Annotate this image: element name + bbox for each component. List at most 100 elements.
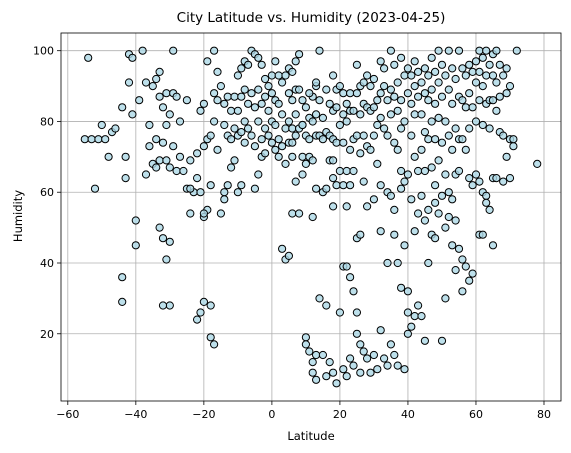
data-point (403, 170, 412, 179)
data-point (264, 82, 273, 91)
data-point (431, 234, 440, 243)
data-point (410, 57, 419, 66)
data-point (373, 159, 382, 168)
data-point (403, 64, 412, 73)
data-point (295, 85, 304, 94)
data-point (424, 96, 433, 105)
data-point (386, 46, 395, 55)
data-point (461, 262, 470, 271)
data-point (247, 89, 256, 98)
data-point (121, 174, 130, 183)
data-points (80, 46, 542, 388)
data-point (118, 273, 127, 282)
data-point (223, 92, 232, 101)
data-point (312, 350, 321, 360)
data-point (482, 191, 491, 200)
data-point (342, 166, 351, 176)
data-point (199, 99, 208, 108)
data-point (175, 117, 185, 126)
data-point (199, 142, 208, 151)
data-point (400, 71, 409, 80)
data-point (271, 145, 280, 154)
data-point (475, 46, 484, 55)
data-point (291, 131, 300, 140)
data-point (257, 60, 266, 69)
data-point (509, 142, 518, 151)
data-point (471, 78, 481, 87)
data-point (407, 99, 416, 108)
data-point (352, 89, 361, 98)
data-point (141, 78, 151, 87)
data-point (179, 166, 188, 176)
data-point (471, 57, 481, 66)
data-point (318, 113, 327, 123)
data-point (420, 128, 429, 137)
y-tick-label: 40 (40, 257, 54, 270)
data-point (356, 149, 365, 158)
data-point (315, 46, 324, 55)
data-point (434, 209, 443, 218)
data-point (366, 145, 375, 154)
data-point (397, 166, 406, 176)
data-point (349, 166, 358, 176)
data-point (349, 106, 358, 115)
data-point (261, 124, 270, 133)
data-point (308, 368, 317, 377)
data-point (475, 67, 484, 77)
data-point (308, 156, 317, 165)
data-point (322, 301, 331, 310)
data-point (441, 294, 450, 303)
data-point (101, 135, 110, 144)
data-point (410, 110, 419, 119)
data-point (237, 181, 246, 190)
data-point (162, 120, 171, 130)
data-point (414, 301, 423, 310)
data-point (210, 46, 219, 55)
data-point (393, 145, 402, 154)
data-point (240, 85, 249, 94)
data-point (104, 152, 113, 161)
data-point (158, 138, 168, 147)
data-point (468, 181, 477, 190)
data-point (342, 202, 351, 211)
data-point (458, 96, 467, 105)
data-point (448, 241, 457, 250)
data-point (427, 117, 436, 126)
y-axis-label: Humidity (11, 190, 25, 242)
data-point (437, 191, 447, 200)
data-point (165, 237, 174, 246)
data-point (499, 131, 508, 140)
data-point (369, 131, 378, 140)
data-point (478, 82, 487, 91)
data-point (94, 135, 103, 144)
data-point (227, 163, 236, 172)
data-point (162, 89, 171, 98)
data-point (380, 124, 389, 133)
data-point (237, 92, 246, 101)
data-point (121, 152, 130, 161)
data-point (196, 106, 205, 115)
data-point (417, 110, 426, 119)
data-point (512, 46, 521, 55)
data-point (274, 99, 283, 108)
data-point (407, 71, 416, 80)
data-point (335, 166, 344, 176)
data-point (444, 212, 453, 222)
data-point (397, 124, 406, 133)
data-point (369, 74, 378, 84)
data-point (155, 156, 164, 165)
data-point (465, 89, 474, 98)
data-point (502, 89, 511, 98)
data-point (420, 216, 429, 225)
data-point (335, 308, 344, 317)
data-point (257, 99, 266, 108)
data-point (145, 120, 154, 130)
data-point (380, 354, 389, 363)
data-point (210, 117, 219, 126)
data-point (332, 379, 341, 388)
data-point (295, 209, 304, 218)
data-point (87, 135, 96, 144)
data-point (196, 308, 205, 317)
data-point (373, 365, 382, 374)
data-point (386, 85, 395, 94)
